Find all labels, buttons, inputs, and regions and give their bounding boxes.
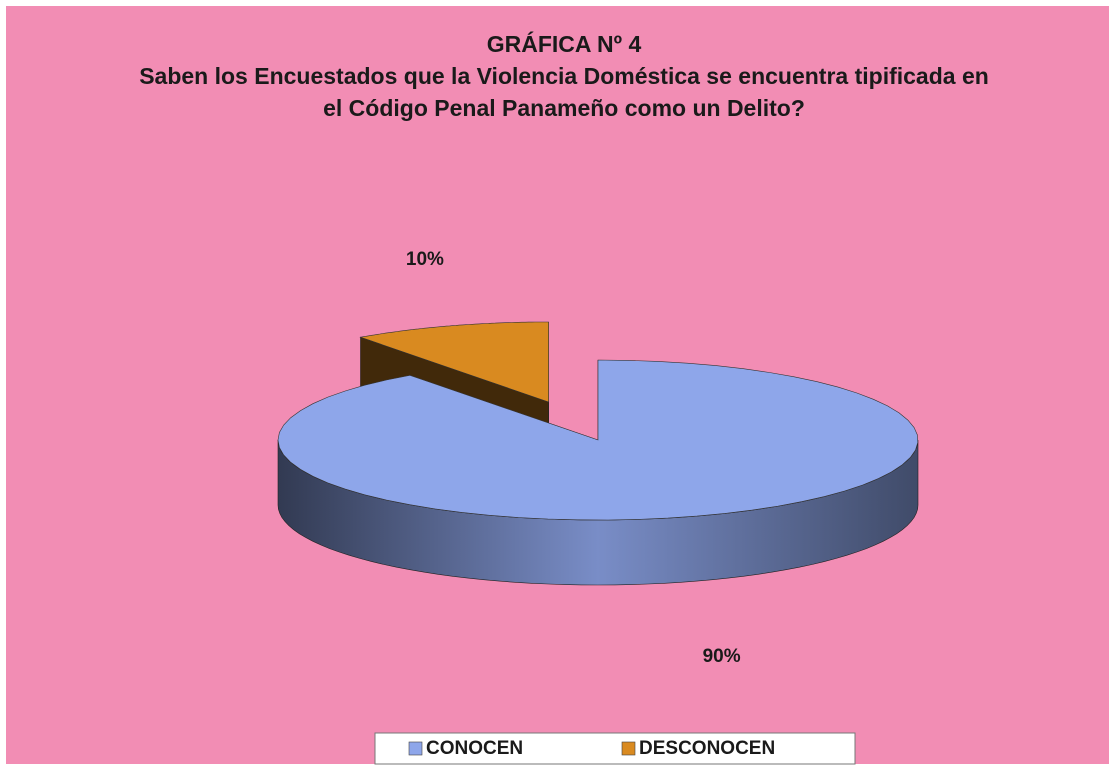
legend-swatch [621, 741, 636, 756]
chart-subtitle: Saben los Encuestados que la Violencia D… [139, 63, 989, 121]
value-label: 10% [406, 249, 444, 270]
chart-area: GRÁFICA Nº 4 Saben los Encuestados que l… [6, 6, 1109, 764]
legend-box [374, 732, 856, 765]
legend-label: DESCONOCEN [639, 738, 775, 759]
slice-top [359, 321, 549, 403]
chart-title: GRÁFICA Nº 4 [486, 31, 642, 57]
legend-swatch [408, 741, 423, 756]
value-label: 90% [703, 646, 741, 667]
legend-label: CONOCEN [426, 738, 523, 759]
slice-top [277, 359, 919, 521]
